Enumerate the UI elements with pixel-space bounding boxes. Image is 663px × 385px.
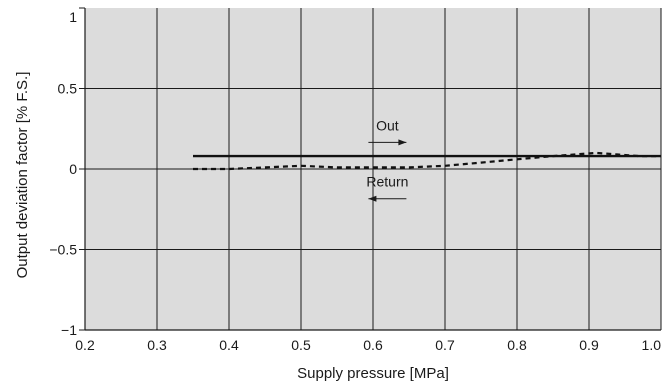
x-axis-label: Supply pressure [MPa]	[297, 365, 449, 382]
y-tick-label: −0.5	[49, 242, 77, 258]
x-tick-label: 0.8	[507, 337, 527, 353]
x-tick-label: 0.7	[435, 337, 455, 353]
series-return-line	[193, 151, 661, 171]
y-tick-label: 0.5	[58, 81, 78, 97]
x-tick-label: 0.5	[291, 337, 311, 353]
x-tick-label: 0.2	[75, 337, 95, 353]
arrow-left-icon	[368, 195, 377, 202]
y-tick-label: −1	[61, 322, 77, 338]
y-axis-label: Output deviation factor [% F.S.]	[14, 72, 31, 279]
x-tick-label: 1.0	[642, 337, 662, 353]
x-tick-label: 0.3	[147, 337, 167, 353]
annotation-out-label: Out	[376, 117, 399, 133]
plot-lines	[193, 151, 661, 171]
y-tick-label: 1	[69, 9, 77, 25]
arrow-right-icon	[398, 139, 407, 146]
tick-labels: 0.2 0.3 0.4 0.5 0.6 0.7 0.8 0.9 1.0 −1 −0.5 0 0.5 1	[49, 9, 661, 353]
x-tick-label: 0.6	[363, 337, 383, 353]
annotation-return-label: Return	[366, 174, 408, 190]
x-tick-label: 0.4	[219, 337, 239, 353]
x-tick-label: 0.9	[579, 337, 599, 353]
annotations: Out Return	[366, 117, 408, 202]
y-tick-label: 0	[69, 161, 77, 177]
